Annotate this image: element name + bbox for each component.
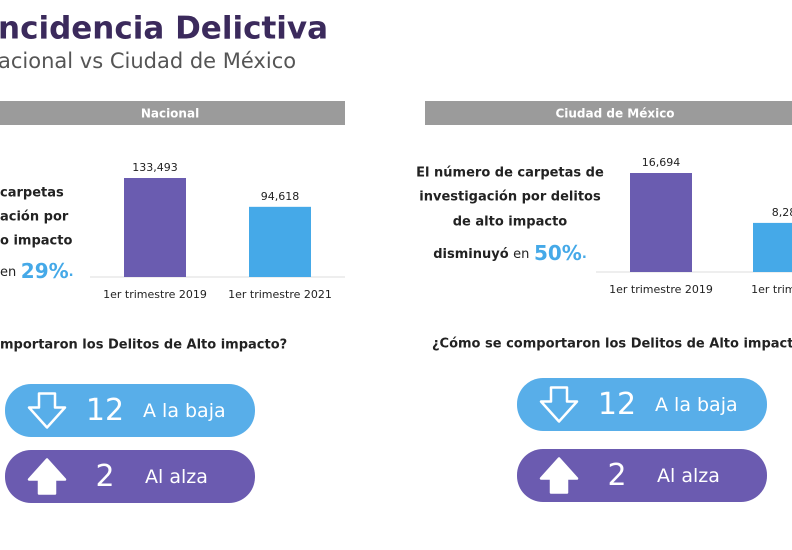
statement-suffix: . <box>582 247 587 262</box>
trend-label: Al alza <box>145 466 208 488</box>
statement-suffix: . <box>69 265 74 280</box>
category-label: 1er trimestre 2019 <box>103 288 207 301</box>
panel-heading: Ciudad de México <box>555 107 674 121</box>
panel-heading: Nacional <box>141 107 199 121</box>
panel-heading-bar <box>0 101 345 125</box>
statement-line: o impacto <box>0 234 72 249</box>
trend-arrow <box>539 386 579 423</box>
value-label: 94,618 <box>261 190 300 203</box>
category-label: 1er trimestre 2021 <box>228 288 332 301</box>
panel-heading-bar <box>425 101 792 125</box>
trend-pill <box>5 384 255 437</box>
statement-line: ación por <box>0 210 69 225</box>
title: ncidencia Delictiva <box>0 11 328 47</box>
value-label: 8,28 <box>772 206 792 219</box>
trend-count: 12 <box>86 393 124 428</box>
value-label: 16,694 <box>642 156 681 169</box>
statement-highlight: 50% <box>534 241 582 265</box>
statement-final: en 29%. <box>0 259 74 283</box>
trend-label: A la baja <box>655 394 738 416</box>
category-label: 1er trimestr <box>751 283 792 296</box>
statement-line: de alto impacto <box>453 215 568 230</box>
statement-line: carpetas <box>0 186 64 201</box>
category-label: 1er trimestre 2019 <box>609 283 713 296</box>
trend-count: 2 <box>607 458 626 493</box>
subtitle: acional vs Ciudad de México <box>0 49 296 73</box>
statement-bold: disminuyó <box>433 247 508 262</box>
trend-count: 12 <box>598 387 636 422</box>
trend-count: 2 <box>95 459 114 494</box>
statement-highlight: 29% <box>21 259 69 283</box>
bar <box>124 178 186 277</box>
trend-pill <box>5 450 255 503</box>
statement-line: investigación por delitos <box>419 190 601 205</box>
bar <box>630 173 692 272</box>
trend-arrow <box>27 458 67 495</box>
trend-pill <box>517 449 767 502</box>
statement-line: El número de carpetas de <box>416 166 604 181</box>
question: mportaron los Delitos de Alto impacto? <box>0 338 287 353</box>
statement-prefix: en <box>513 247 529 262</box>
value-label: 133,493 <box>132 161 178 174</box>
question: ¿Cómo se comportaron los Delitos de Alto… <box>432 337 792 352</box>
statement-prefix: en <box>0 265 16 280</box>
trend-pill <box>517 378 767 431</box>
trend-label: Al alza <box>657 465 720 487</box>
bar <box>753 222 792 272</box>
trend-label: A la baja <box>143 400 226 422</box>
trend-arrow <box>27 392 67 429</box>
bar <box>249 206 311 277</box>
statement-final: disminuyó en 50%. <box>433 241 587 265</box>
trend-arrow <box>539 457 579 494</box>
